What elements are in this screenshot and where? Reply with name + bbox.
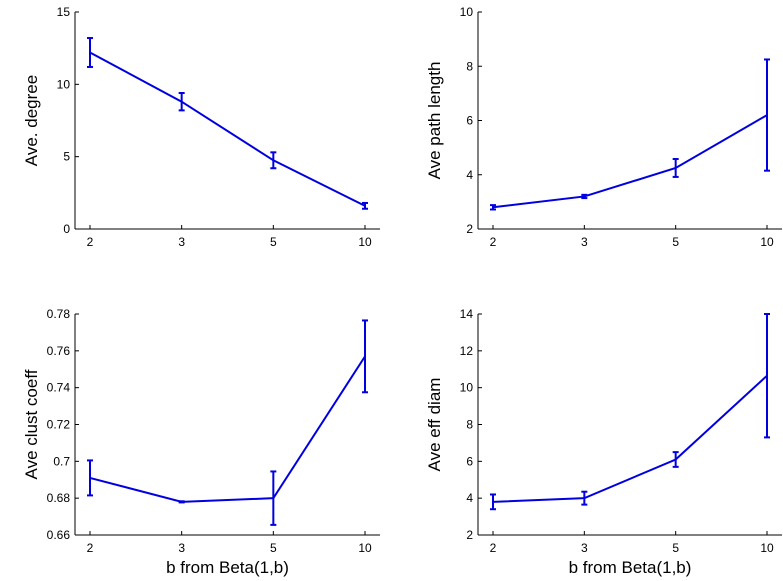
y-tick-label: 4 (466, 491, 473, 505)
y-tick-label: 0.72 (47, 418, 71, 432)
x-axis-label: b from Beta(1,b) (166, 558, 289, 577)
series-line (89, 51, 366, 207)
y-tick-label: 0.76 (47, 344, 71, 358)
y-tick-label: 6 (466, 454, 473, 468)
y-tick-label: 8 (466, 418, 473, 432)
x-tick-label: 3 (178, 235, 185, 249)
y-tick-label: 6 (466, 114, 473, 128)
x-tick-label: 3 (581, 541, 588, 555)
panel-ave-eff-diam: 2 4 6 8 10 12 14 2 3 5 10 Ave eff diam b from Beta(1… (425, 307, 782, 577)
y-axis-label: Ave clust coeff (22, 369, 41, 479)
x-tick-label: 5 (672, 235, 679, 249)
x-tick-label: 2 (87, 235, 94, 249)
y-tick-label: 0.66 (47, 528, 71, 542)
x-tick-label: 5 (672, 541, 679, 555)
x-tick-label: 2 (87, 541, 94, 555)
x-tick-label: 2 (490, 541, 497, 555)
y-axis-label: Ave path length (425, 62, 444, 180)
x-tick-label: 10 (760, 235, 774, 249)
panel-ave-clust-coeff: 0.66 0.68 0.7 0.72 0.74 0.76 0.78 2 3 5 10 Ave clus… (22, 307, 380, 577)
panel-ave-path-length: 2 4 6 8 10 2 3 5 10 Ave path length (425, 5, 782, 249)
x-tick-label: 3 (178, 541, 185, 555)
y-tick-label: 0.74 (47, 381, 71, 395)
y-axis-label: Ave eff diam (425, 378, 444, 472)
y-tick-label: 0 (63, 222, 70, 236)
y-tick-label: 10 (460, 381, 474, 395)
y-axis-label: Ave. degree (22, 75, 41, 166)
panel-ave-degree: 0 5 10 15 2 3 5 10 Ave. degree (22, 5, 380, 249)
x-tick-label: 5 (270, 541, 277, 555)
x-tick-label: 5 (270, 235, 277, 249)
y-tick-label: 0.68 (47, 491, 71, 505)
series-line (492, 374, 768, 503)
x-tick-label: 10 (760, 541, 774, 555)
y-tick-label: 5 (63, 150, 70, 164)
y-tick-label: 10 (460, 5, 474, 19)
series-line (492, 114, 768, 209)
y-tick-label: 15 (57, 5, 71, 19)
y-tick-label: 2 (466, 222, 473, 236)
y-tick-label: 0.78 (47, 307, 71, 321)
y-tick-label: 12 (460, 344, 474, 358)
x-tick-label: 3 (581, 235, 588, 249)
x-tick-label: 10 (358, 541, 372, 555)
series-line (89, 355, 366, 503)
y-tick-label: 8 (466, 59, 473, 73)
y-tick-label: 10 (57, 77, 71, 91)
y-tick-label: 2 (466, 528, 473, 542)
x-axis-label: b from Beta(1,b) (569, 558, 692, 577)
y-tick-label: 14 (460, 307, 474, 321)
y-tick-label: 0.7 (53, 454, 70, 468)
x-tick-label: 2 (490, 235, 497, 249)
y-tick-label: 4 (466, 168, 473, 182)
x-tick-label: 10 (358, 235, 372, 249)
